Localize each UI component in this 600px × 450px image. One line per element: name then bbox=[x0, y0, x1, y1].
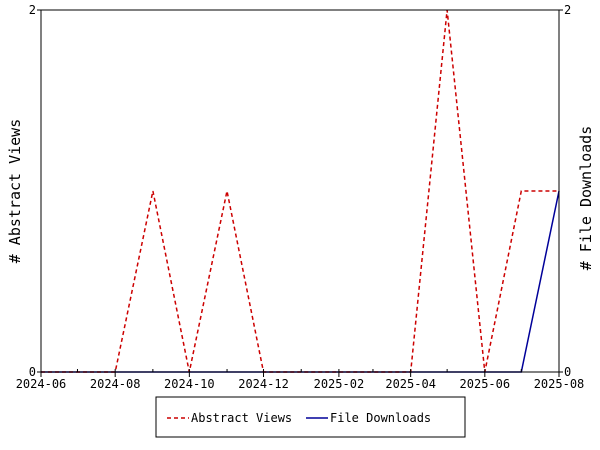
left-y-tick-label: 2 bbox=[29, 3, 36, 17]
x-tick-label: 2024-12 bbox=[238, 377, 289, 391]
x-tick-label: 2025-06 bbox=[460, 377, 511, 391]
legend-label-abstract-views: Abstract Views bbox=[191, 411, 292, 425]
left-y-tick-label: 0 bbox=[29, 365, 36, 379]
x-tick-label: 2024-06 bbox=[16, 377, 67, 391]
legend: Abstract Views File Downloads bbox=[155, 396, 466, 438]
x-tick-label: 2024-10 bbox=[164, 377, 215, 391]
left-axis-title: # Abstract Views bbox=[6, 119, 24, 264]
x-tick-label: 2025-08 bbox=[534, 377, 585, 391]
ticks: 2024-06 2024-08 2024-10 2024-12 2025-02 2025-… bbox=[16, 3, 585, 391]
right-axis-title: # File Downloads bbox=[577, 126, 595, 271]
series-layer bbox=[41, 9, 560, 373]
plot-frame bbox=[40, 9, 560, 373]
right-y-tick-label: 0 bbox=[564, 365, 571, 379]
x-tick-label: 2025-04 bbox=[385, 377, 436, 391]
axes bbox=[40, 9, 560, 373]
right-y-tick-label: 2 bbox=[564, 3, 571, 17]
x-tick-label: 2025-02 bbox=[314, 377, 365, 391]
x-tick-label: 2024-08 bbox=[90, 377, 141, 391]
series-line-abstract-views bbox=[41, 9, 559, 373]
legend-label-file-downloads: File Downloads bbox=[330, 411, 431, 425]
legend-box bbox=[155, 396, 466, 438]
